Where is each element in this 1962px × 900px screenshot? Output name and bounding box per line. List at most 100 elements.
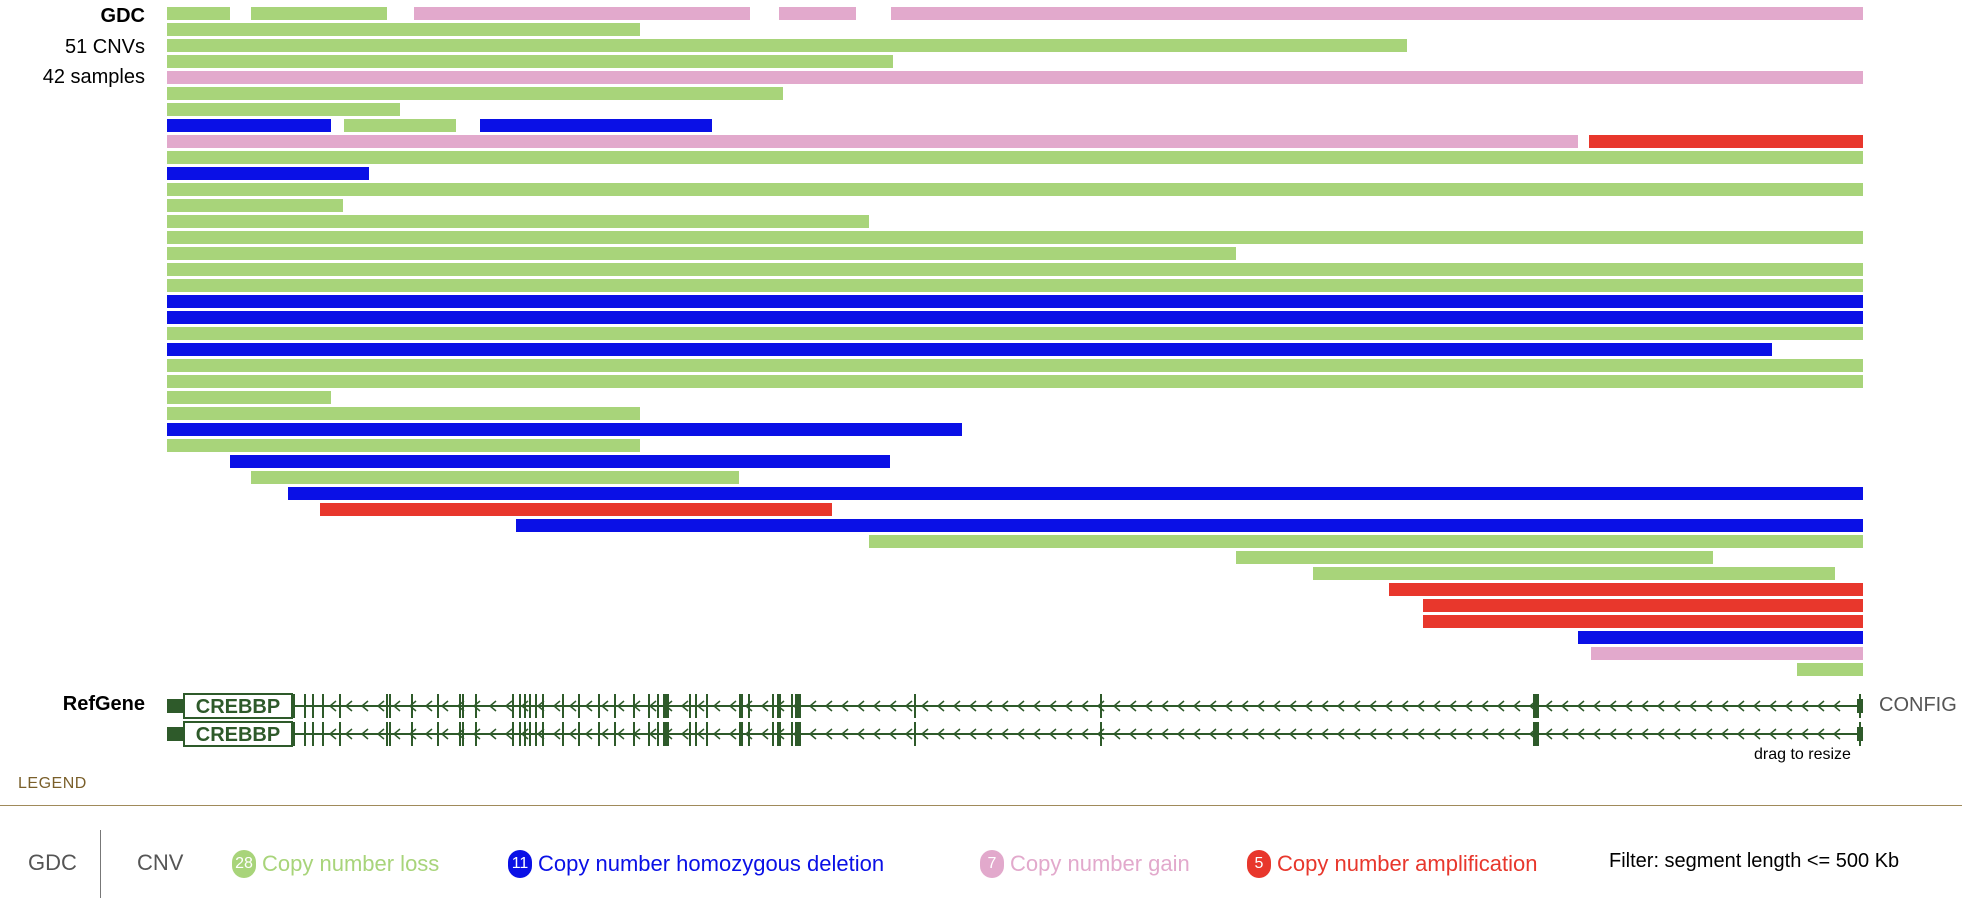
strand-arrow-icon (1464, 700, 1473, 712)
strand-arrow-icon (1576, 728, 1585, 740)
strand-arrow-icon (584, 728, 593, 740)
cnv-segment-gain[interactable] (779, 7, 856, 20)
strand-arrow-icon (1816, 728, 1825, 740)
cnv-segment-loss[interactable] (167, 231, 1863, 244)
exon-mark (614, 694, 616, 718)
strand-arrow-icon (1512, 728, 1521, 740)
exon-mark (475, 694, 477, 718)
cnv-segment-loss[interactable] (167, 327, 1863, 340)
strand-arrow-icon (1752, 728, 1761, 740)
cnv-segment-loss[interactable] (1797, 663, 1863, 676)
cnv-segment-homdel[interactable] (167, 119, 331, 132)
strand-arrow-icon (1288, 728, 1297, 740)
refgene-track[interactable]: CREBBP CREBBP (0, 0, 1962, 760)
exon-mark (1100, 694, 1102, 718)
cnv-segment-loss[interactable] (869, 535, 1863, 548)
cnv-segment-homdel[interactable] (288, 487, 1863, 500)
legend-item-loss[interactable]: 28 Copy number loss (232, 850, 439, 878)
cnv-segment-gain[interactable] (1591, 647, 1863, 660)
strand-arrow-icon (600, 728, 609, 740)
cnv-segment-loss[interactable] (167, 407, 640, 420)
cnv-segment-loss[interactable] (167, 359, 1863, 372)
drag-resize-handle[interactable]: drag to resize (1754, 746, 1851, 763)
strand-arrow-icon (1384, 728, 1393, 740)
cnv-segment-gain[interactable] (167, 71, 1863, 84)
cnv-segment-homdel[interactable] (167, 311, 1863, 324)
legend-item-gain[interactable]: 7 Copy number gain (980, 850, 1190, 878)
cnv-segment-amp[interactable] (1389, 583, 1863, 596)
strand-arrow-icon (680, 728, 689, 740)
cnv-segment-gain[interactable] (414, 7, 750, 20)
cnv-segment-loss[interactable] (251, 471, 739, 484)
strand-arrow-icon (1352, 700, 1361, 712)
strand-arrow-icon (1048, 728, 1057, 740)
cnv-segment-loss[interactable] (167, 215, 869, 228)
strand-arrow-icon (1720, 700, 1729, 712)
cnv-segment-loss[interactable] (167, 439, 640, 452)
exon-mark (389, 722, 391, 746)
legend-count-badge: 7 (980, 850, 1004, 878)
cnv-segment-homdel[interactable] (1578, 631, 1863, 644)
strand-arrow-icon (840, 700, 849, 712)
exon-mark (779, 694, 781, 718)
cnv-segment-homdel[interactable] (167, 343, 1772, 356)
exon-mark (777, 694, 779, 718)
strand-arrow-icon (1272, 728, 1281, 740)
cnv-segment-loss[interactable] (167, 247, 1236, 260)
cnv-segment-homdel[interactable] (167, 167, 369, 180)
cnv-segment-loss[interactable] (167, 183, 1863, 196)
strand-arrow-icon (472, 728, 481, 740)
cnv-segment-loss[interactable] (251, 7, 387, 20)
exon-mark (542, 694, 544, 718)
cnv-segment-homdel[interactable] (230, 455, 890, 468)
cnv-segment-loss[interactable] (167, 279, 1863, 292)
exon-mark (657, 722, 659, 746)
strand-arrow-icon (888, 700, 897, 712)
cnv-segment-loss[interactable] (167, 263, 1863, 276)
exon-mark (529, 722, 531, 746)
cnv-segment-homdel[interactable] (167, 295, 1863, 308)
cnv-segment-loss[interactable] (167, 375, 1863, 388)
legend-item-label: Copy number amplification (1277, 851, 1538, 876)
cnv-segment-loss[interactable] (167, 23, 640, 36)
strand-arrow-icon (328, 728, 337, 740)
cnv-segment-gain[interactable] (891, 7, 1863, 20)
cnv-segment-loss[interactable] (1313, 567, 1835, 580)
cnv-segment-loss[interactable] (167, 7, 230, 20)
exon-mark (411, 694, 413, 718)
cnv-segment-loss[interactable] (1236, 551, 1713, 564)
cnv-segment-homdel[interactable] (516, 519, 1863, 532)
strand-arrow-icon (1112, 728, 1121, 740)
cnv-segment-loss[interactable] (167, 103, 400, 116)
cnv-segment-loss[interactable] (167, 391, 331, 404)
strand-arrow-icon (1144, 728, 1153, 740)
strand-arrow-icon (920, 728, 929, 740)
cnv-segment-amp[interactable] (1423, 599, 1863, 612)
strand-arrow-icon (1144, 700, 1153, 712)
strand-arrow-icon (1352, 728, 1361, 740)
legend-filter[interactable]: Filter: segment length <= 500 Kb (1609, 850, 1900, 872)
strand-arrow-icon (968, 700, 977, 712)
cnv-segment-loss[interactable] (167, 199, 343, 212)
cnv-segment-amp[interactable] (1589, 135, 1863, 148)
cnv-segment-homdel[interactable] (167, 423, 962, 436)
strand-arrow-icon (1064, 728, 1073, 740)
exon-mark (791, 722, 793, 746)
legend-item-homdel[interactable]: 11 Copy number homozygous deletion (508, 850, 884, 878)
utr-block (1857, 699, 1863, 713)
cnv-segment-loss[interactable] (167, 39, 1407, 52)
gene-symbol: CREBBP (196, 724, 280, 746)
legend-item-amp[interactable]: 5 Copy number amplification (1247, 850, 1537, 878)
cnv-segment-homdel[interactable] (480, 119, 712, 132)
strand-arrow-icon (824, 728, 833, 740)
cnv-segment-loss[interactable] (344, 119, 456, 132)
cnv-segment-amp[interactable] (320, 503, 832, 516)
cnv-segment-amp[interactable] (1423, 615, 1863, 628)
config-button[interactable]: CONFIG (1879, 694, 1957, 716)
cnv-segment-loss[interactable] (167, 151, 1863, 164)
cnv-segment-loss[interactable] (167, 87, 783, 100)
strand-arrow-icon (568, 700, 577, 712)
cnv-segment-loss[interactable] (167, 55, 893, 68)
cnv-segment-gain[interactable] (167, 135, 1578, 148)
strand-arrow-icon (952, 728, 961, 740)
